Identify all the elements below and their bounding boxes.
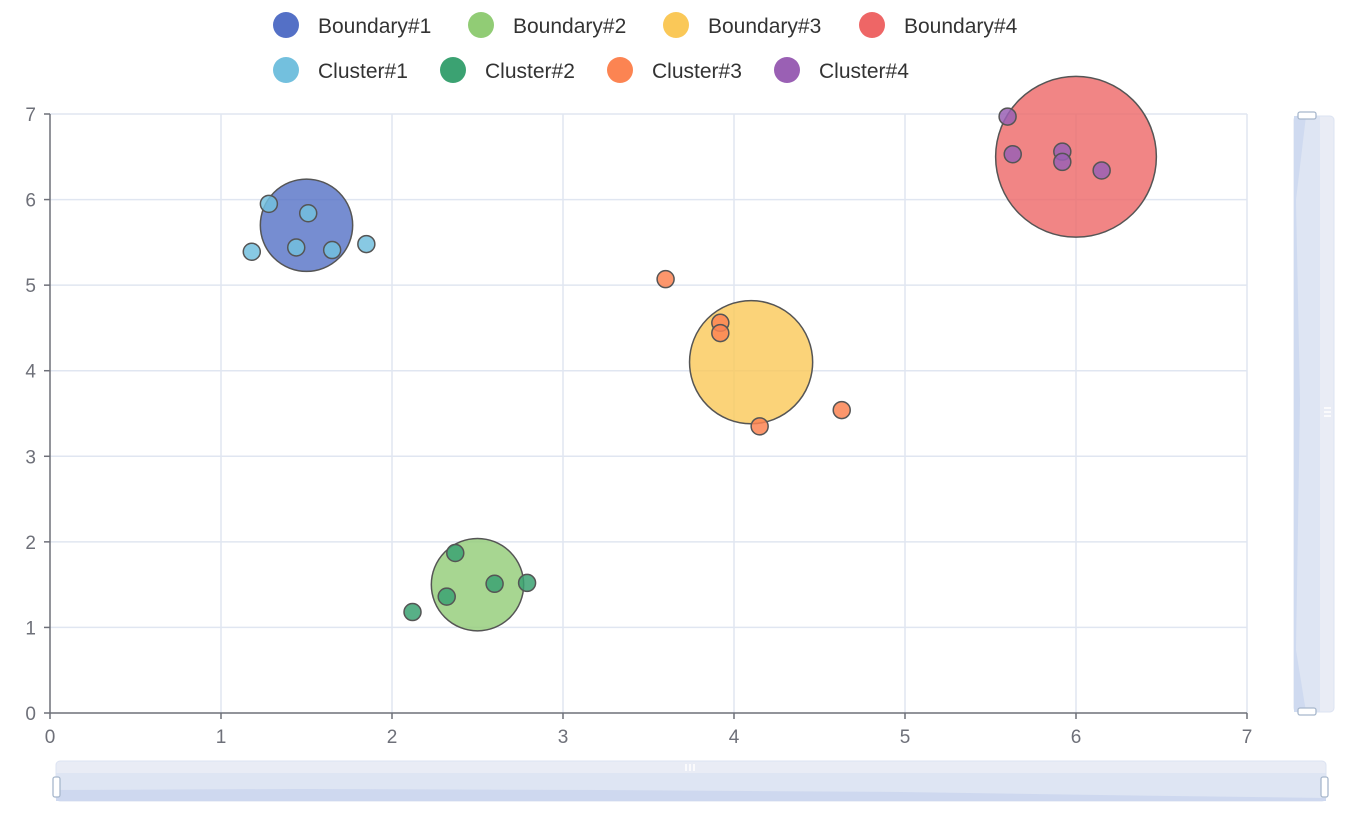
legend-label: Cluster#3 [652, 60, 742, 83]
boundary-point-boundary-4[interactable] [994, 75, 1158, 238]
cluster-point-cluster-1[interactable] [322, 240, 342, 260]
x-slider-right-handle[interactable] [1320, 776, 1329, 798]
cluster-point-cluster-1[interactable] [298, 204, 318, 223]
legend-label: Cluster#4 [819, 60, 909, 83]
boundary-point-boundary-3[interactable] [688, 299, 814, 425]
x-slider-left-handle[interactable] [52, 776, 61, 798]
boundary-circles [259, 75, 1158, 632]
cluster-point-cluster-3[interactable] [750, 417, 769, 436]
legend-marker-icon [440, 57, 466, 83]
legend-item[interactable]: Boundary#3 [663, 12, 821, 38]
cluster-point-cluster-4[interactable] [1053, 152, 1072, 172]
cluster-point-cluster-1[interactable] [242, 242, 262, 262]
cluster-point-cluster-2[interactable] [437, 587, 456, 606]
legend[interactable]: Boundary#1 Boundary#2 Boundary#3 Boundary#4… [273, 12, 1018, 83]
cluster-point-cluster-4[interactable] [1092, 161, 1111, 180]
cluster-point-cluster-4[interactable] [998, 107, 1017, 126]
x-tick-label: 0 [45, 727, 56, 748]
cluster-point-cluster-2[interactable] [446, 543, 465, 563]
x-tick-label: 4 [729, 727, 740, 748]
cluster-point-cluster-1[interactable] [259, 194, 279, 214]
y-slider-top-handle[interactable] [1297, 111, 1317, 120]
cluster-point-cluster-3[interactable] [656, 269, 675, 289]
cluster-point-cluster-3[interactable] [711, 323, 730, 343]
x-tick-label: 7 [1242, 727, 1253, 748]
x-tick-label: 1 [216, 727, 227, 748]
y-tick-label: 2 [25, 533, 36, 554]
legend-item[interactable]: Boundary#4 [859, 12, 1018, 38]
legend-label: Boundary#4 [904, 15, 1018, 38]
cluster-point-cluster-4[interactable] [1003, 144, 1022, 164]
legend-item[interactable]: Boundary#1 [273, 12, 431, 38]
y-tick-label: 5 [25, 276, 36, 297]
cluster-point-cluster-3[interactable] [832, 400, 851, 420]
cluster-point-cluster-2[interactable] [517, 573, 537, 593]
cluster-points [242, 107, 1111, 622]
x-tick-label: 5 [900, 727, 911, 748]
x-tick-label: 2 [387, 727, 398, 748]
legend-marker-icon [273, 57, 299, 83]
x-tick-label: 3 [558, 727, 569, 748]
y-tick-label: 3 [25, 447, 36, 468]
cluster-point-cluster-2[interactable] [485, 574, 504, 594]
legend-item[interactable]: Cluster#4 [774, 57, 909, 83]
axes: 0 1 2 3 4 5 6 7 0 1 2 3 4 5 6 7 [25, 105, 1252, 748]
legend-marker-icon [859, 12, 885, 38]
y-tick-label: 1 [25, 618, 36, 639]
legend-label: Cluster#2 [485, 60, 575, 83]
legend-marker-icon [468, 12, 494, 38]
y-datazoom-slider[interactable] [1293, 111, 1335, 716]
boundary-point-boundary-2[interactable] [430, 537, 525, 632]
x-slider-data-shadow [56, 789, 1326, 801]
legend-label: Cluster#1 [318, 60, 408, 83]
x-tick-label: 6 [1071, 727, 1082, 748]
y-tick-label: 6 [25, 191, 36, 212]
legend-marker-icon [774, 57, 800, 83]
cluster-point-cluster-2[interactable] [403, 602, 422, 622]
legend-item[interactable]: Cluster#1 [273, 57, 408, 83]
cluster-point-cluster-1[interactable] [357, 234, 376, 254]
cluster-point-cluster-1[interactable] [286, 238, 306, 257]
y-slider-data-shadow [1294, 116, 1306, 712]
legend-item[interactable]: Cluster#2 [440, 57, 575, 83]
legend-label: Boundary#1 [318, 15, 431, 38]
legend-marker-icon [663, 12, 689, 38]
boundary-point-boundary-1[interactable] [259, 178, 354, 273]
legend-marker-icon [273, 12, 299, 38]
y-tick-label: 7 [25, 105, 36, 126]
y-tick-label: 0 [25, 704, 36, 725]
y-tick-label: 4 [25, 362, 36, 383]
legend-item[interactable]: Cluster#3 [607, 57, 742, 83]
y-slider-bottom-handle[interactable] [1297, 707, 1317, 716]
legend-marker-icon [607, 57, 633, 83]
legend-label: Boundary#3 [708, 15, 821, 38]
legend-label: Boundary#2 [513, 15, 626, 38]
legend-item[interactable]: Boundary#2 [468, 12, 626, 38]
x-datazoom-slider[interactable] [52, 760, 1329, 802]
